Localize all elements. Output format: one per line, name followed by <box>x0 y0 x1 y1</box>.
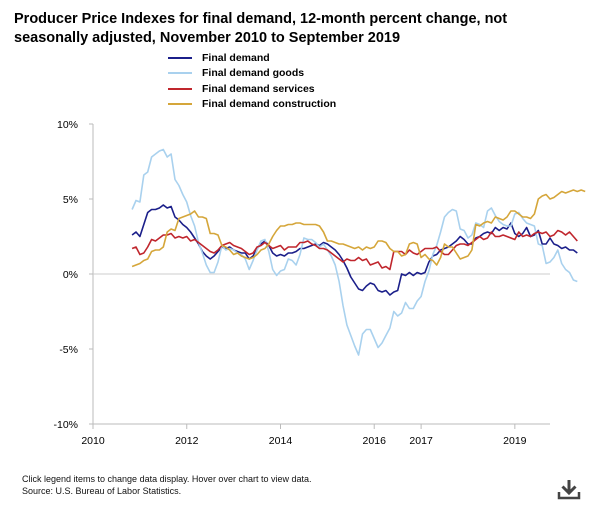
footnote-source: Source: U.S. Bureau of Labor Statistics. <box>22 486 182 496</box>
chart-footnote: Click legend items to change data displa… <box>22 473 311 497</box>
legend-swatch <box>168 87 192 90</box>
legend-label: Final demand services <box>202 82 315 95</box>
axis-layer: 10% 5% 0% -5% -10%2010 2012 2014 2016 2017 2019 <box>53 119 550 447</box>
y-tick-label: -10% <box>53 419 78 431</box>
x-tick-label: 2017 <box>409 435 433 447</box>
legend-item-final-demand-goods[interactable]: Final demand goods <box>168 66 336 82</box>
y-tick-label: 10% <box>57 119 78 131</box>
series-line-final-demand[interactable] <box>131 204 578 296</box>
legend-swatch <box>168 72 192 75</box>
chart-title: Producer Price Indexes for final demand,… <box>14 11 508 46</box>
download-icon[interactable] <box>556 478 582 500</box>
series-line-final-demand-services[interactable] <box>131 229 578 271</box>
legend-swatch <box>168 56 192 59</box>
chart-legend: Final demand Final demand goods Final dema… <box>168 50 336 112</box>
series-line-final-demand-construction[interactable] <box>131 189 586 268</box>
legend-label: Final demand <box>202 51 270 64</box>
legend-item-final-demand-construction[interactable]: Final demand construction <box>168 97 336 113</box>
legend-swatch <box>168 103 192 106</box>
series-layer <box>131 148 586 356</box>
y-tick-label: -5% <box>59 344 78 356</box>
line-chart[interactable]: 10% 5% 0% -5% -10%2010 2012 2014 2016 2017 2019 <box>0 0 595 470</box>
legend-item-final-demand-services[interactable]: Final demand services <box>168 81 336 97</box>
x-tick-label: 2012 <box>175 435 199 447</box>
legend-label: Final demand goods <box>202 67 305 80</box>
legend-item-final-demand[interactable]: Final demand <box>168 50 336 66</box>
download-arrow-icon <box>557 480 581 500</box>
y-tick-label: 0% <box>63 269 78 281</box>
x-tick-label: 2014 <box>269 435 293 447</box>
legend-label: Final demand construction <box>202 98 337 111</box>
footnote-instructions: Click legend items to change data displa… <box>22 474 312 484</box>
x-tick-label: 2019 <box>503 435 527 447</box>
x-tick-label: 2016 <box>363 435 387 447</box>
series-line-final-demand-goods[interactable] <box>131 148 578 356</box>
x-tick-label: 2010 <box>81 435 105 447</box>
y-tick-label: 5% <box>63 194 78 206</box>
